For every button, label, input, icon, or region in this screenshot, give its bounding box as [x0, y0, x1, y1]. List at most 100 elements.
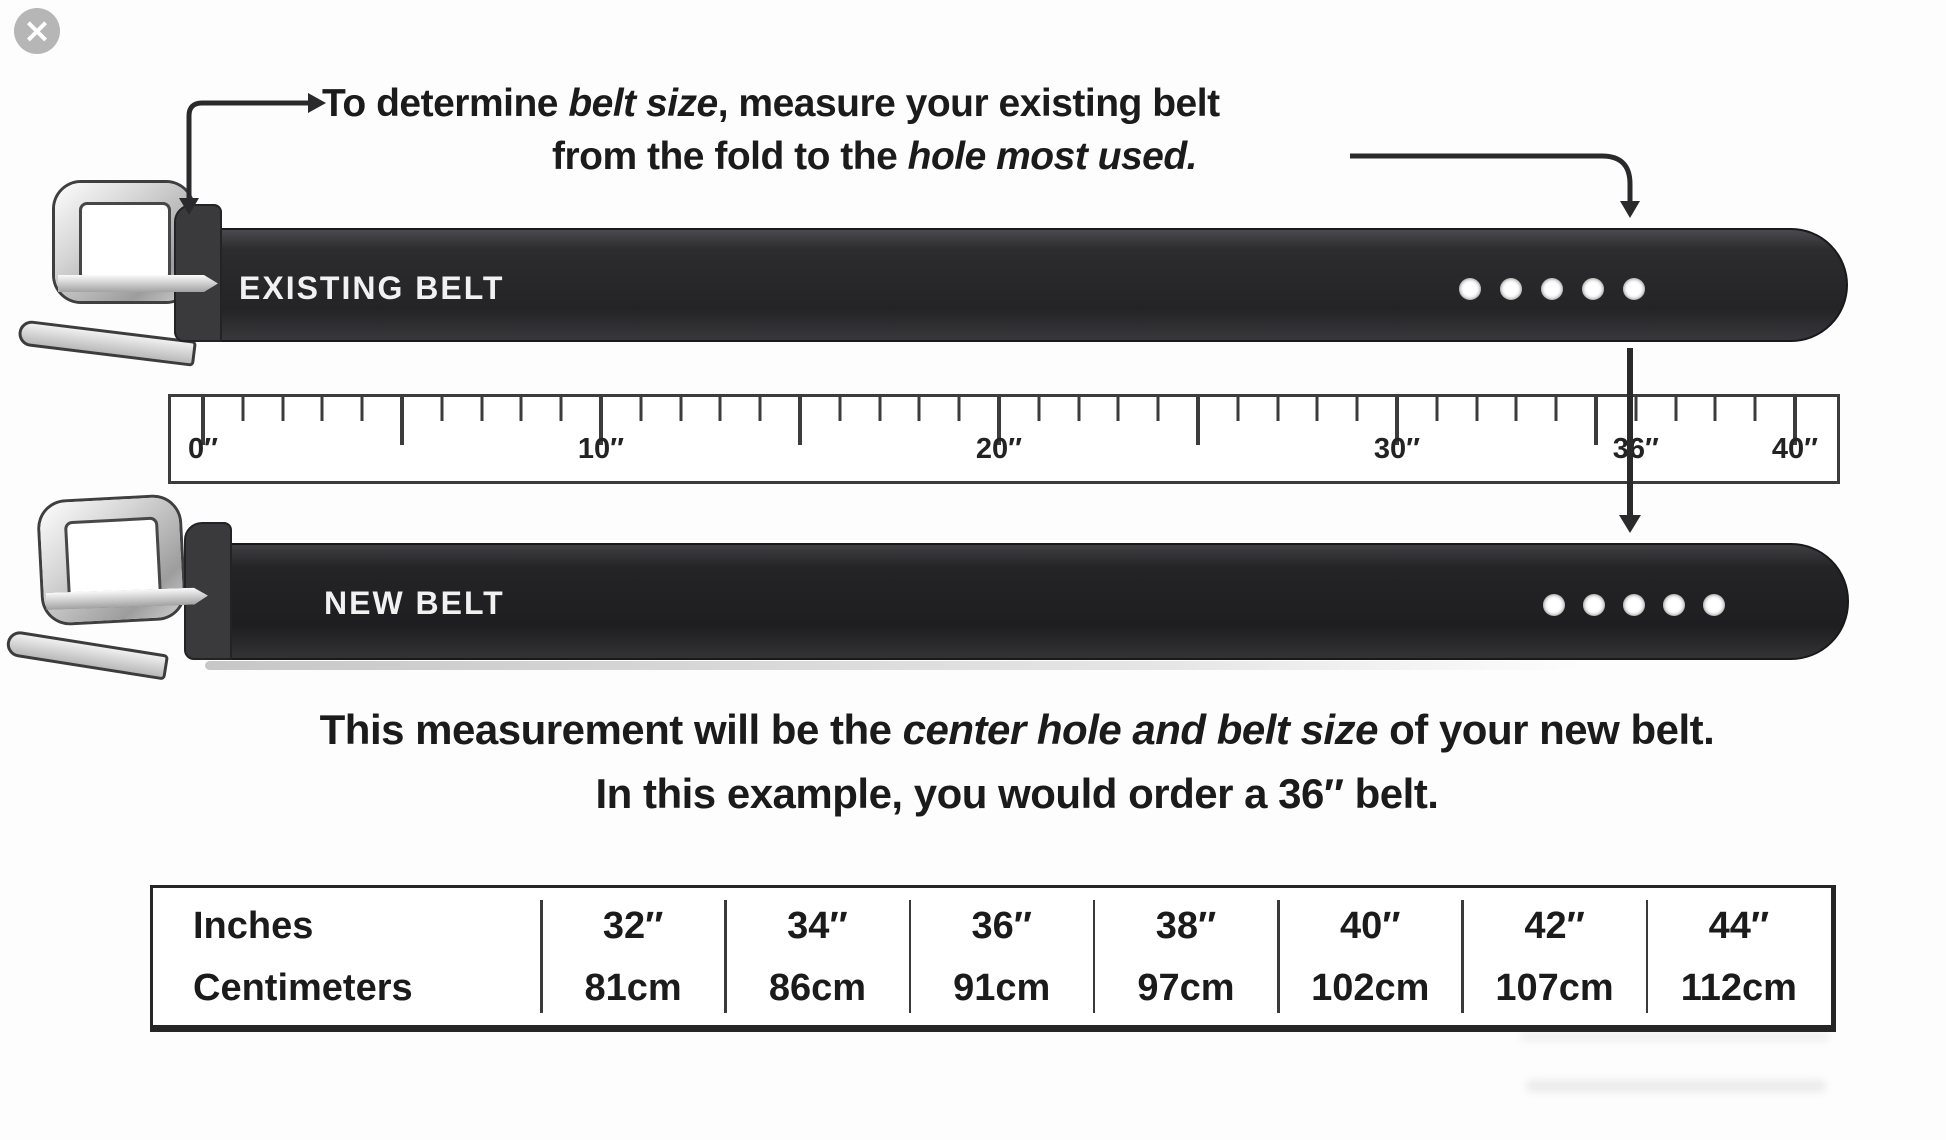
size-centimeters-value: 107cm — [1495, 966, 1614, 1009]
ruler-tick — [241, 397, 245, 421]
new-belt-tail — [4, 629, 170, 681]
size-centimeters-value: 91cm — [953, 966, 1051, 1009]
ruler-tick — [559, 397, 563, 421]
size-column: 38″ 97cm — [1092, 888, 1278, 1025]
ruler-label: 30″ — [1373, 433, 1421, 465]
ruler-tick — [1674, 397, 1678, 421]
arrow-text-to-fold — [186, 100, 312, 200]
ruler-tick — [519, 397, 523, 421]
ruler-tick — [1315, 397, 1319, 421]
arrowhead-down-icon — [1619, 515, 1641, 533]
instruction-text: , measure your existing belt — [717, 82, 1220, 125]
arrowhead-down-icon — [1620, 201, 1640, 218]
close-icon: × — [22, 11, 52, 51]
close-button[interactable]: × — [14, 8, 60, 54]
size-inches-value: 40″ — [1340, 904, 1401, 947]
ruler-tick — [957, 397, 961, 421]
size-column: 36″ 91cm — [908, 888, 1094, 1025]
instruction-emphasis: belt size — [568, 82, 718, 125]
existing-belt-tail — [17, 319, 197, 367]
ruler-label: 10″ — [577, 433, 625, 465]
scan-smudge — [1520, 1032, 1830, 1041]
ruler-tick — [360, 397, 364, 421]
ruler-tick — [400, 397, 404, 445]
buckle-window — [67, 519, 159, 601]
existing-belt-fold — [174, 204, 222, 342]
belt-hole — [1500, 278, 1522, 300]
existing-belt: EXISTING BELT — [195, 228, 1848, 342]
existing-belt-holes — [1459, 278, 1645, 300]
new-belt: NEW BELT — [205, 543, 1849, 660]
ruler-tick — [440, 397, 444, 421]
buckle-window — [82, 205, 168, 279]
ruler-tick — [1475, 397, 1479, 421]
size-column: 40″ 102cm — [1277, 888, 1462, 1025]
ruler-tick — [917, 397, 921, 421]
ruler-tick — [1156, 397, 1160, 421]
size-inches-value: 44″ — [1708, 904, 1770, 947]
instruction-top-line-2: from the fold to the hole most used. — [552, 135, 1198, 179]
existing-belt-label: EXISTING BELT — [239, 270, 505, 306]
belt-hole — [1583, 594, 1605, 616]
ruler-tick — [1435, 397, 1439, 421]
ruler-tick — [201, 397, 205, 445]
ruler-tick — [1077, 397, 1081, 421]
size-inches-value: 42″ — [1524, 904, 1585, 947]
belt-hole — [1582, 278, 1604, 300]
belt-hole — [1703, 594, 1725, 616]
ruler-label: 36″ — [1612, 433, 1659, 465]
belt-hole — [1541, 278, 1563, 300]
ruler-tick — [1594, 397, 1598, 445]
instruction-text: To determine — [322, 82, 569, 125]
ruler-tick — [997, 397, 1001, 445]
ruler-label: 20″ — [975, 433, 1023, 465]
ruler-tick — [1196, 397, 1200, 445]
size-column: 42″ 107cm — [1461, 888, 1646, 1025]
size-inches-value: 38″ — [1155, 904, 1217, 947]
ruler-tick — [480, 397, 484, 421]
instruction-top-line-1: To determine belt size, measure your exi… — [322, 82, 1220, 126]
ruler-tick — [1554, 397, 1558, 421]
ruler-label: 0″ — [187, 433, 219, 465]
ruler-tick — [320, 397, 324, 421]
scan-smudge — [1526, 1080, 1826, 1092]
size-column: Inches Centimeters — [153, 888, 541, 1025]
size-column: 32″ 81cm — [539, 888, 725, 1025]
instruction-emphasis: hole most used. — [907, 135, 1198, 178]
size-inches-value: 34″ — [787, 904, 848, 947]
ruler-tick — [1037, 397, 1041, 421]
ruler-tick — [281, 397, 285, 421]
ruler-tick — [639, 397, 643, 421]
explanation-line-1: This measurement will be the center hole… — [140, 706, 1894, 754]
size-centimeters-value: 86cm — [768, 966, 867, 1009]
ruler-tick — [1514, 397, 1518, 421]
size-column: 34″ 86cm — [724, 888, 909, 1025]
explanation-emphasis: center hole and belt size — [902, 706, 1379, 753]
size-centimeters-value: 81cm — [584, 966, 682, 1009]
explanation-text: In this example, you would order a 36″ b… — [595, 770, 1439, 817]
belt-hole — [1623, 594, 1645, 616]
ruler-tick — [1276, 397, 1280, 421]
ruler-tick — [1793, 397, 1797, 445]
size-table: Inches Centimeters 32″ 81cm 34″ 86cm 36″ 91cm 38… — [150, 885, 1836, 1032]
explanation-text: This measurement will be the — [319, 706, 903, 753]
ruler-label: 40″ — [1771, 433, 1819, 465]
size-inches-value: 32″ — [602, 904, 664, 947]
ruler-tick — [1355, 397, 1359, 421]
ruler-tick — [1116, 397, 1120, 421]
ruler-tick — [758, 397, 762, 421]
belt-hole — [1543, 594, 1565, 616]
ruler-tick — [798, 397, 802, 445]
arrow-text-to-hole — [1350, 153, 1633, 203]
row-header-inches: Inches — [193, 904, 314, 947]
instruction-text: from the fold to the — [552, 135, 908, 178]
ruler-tick — [718, 397, 722, 421]
ruler-tick — [679, 397, 683, 421]
ruler: 0″ 10″ 20″ 30″ 36″ 40″ — [168, 394, 1840, 484]
size-column: 44″ 112cm — [1645, 888, 1831, 1025]
explanation-text: of your new belt. — [1377, 706, 1715, 753]
size-inches-value: 36″ — [971, 904, 1032, 947]
row-header-centimeters: Centimeters — [193, 966, 413, 1009]
existing-buckle-prong — [58, 275, 218, 292]
